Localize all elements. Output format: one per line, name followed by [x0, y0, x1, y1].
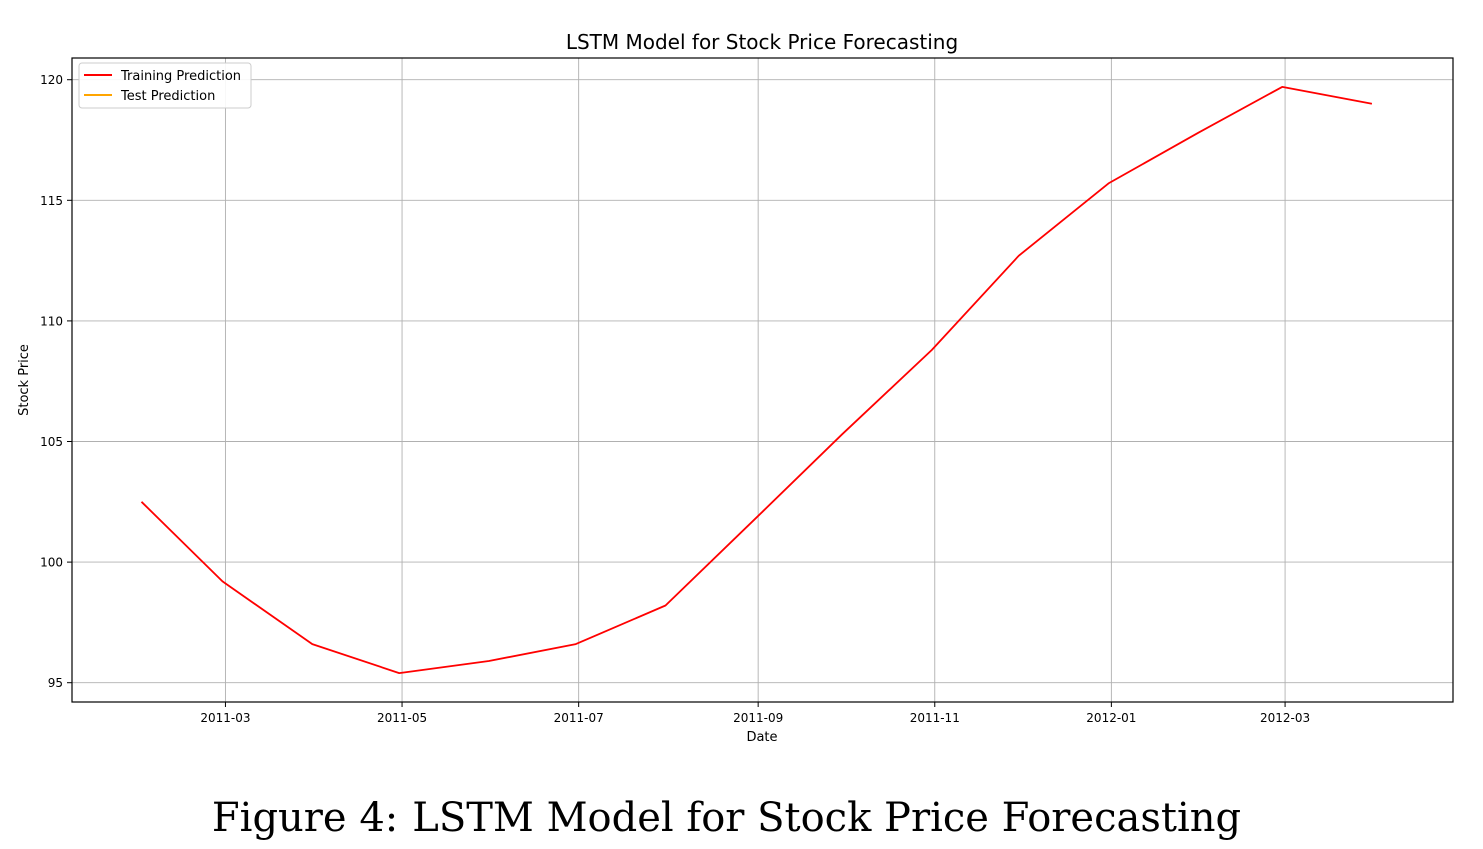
figure-caption: Figure 4: LSTM Model for Stock Price Fore…	[0, 795, 1453, 841]
x-tick-label: 2011-09	[733, 711, 783, 725]
y-tick-label: 120	[40, 73, 63, 87]
grid	[72, 58, 1453, 702]
y-tick-label: 95	[48, 676, 63, 690]
x-tick-label: 2011-03	[200, 711, 250, 725]
series-line-0	[140, 86, 1373, 674]
plot-frame	[71, 57, 1454, 703]
x-tick-label: 2011-05	[377, 711, 427, 725]
x-tick-label: 2011-11	[910, 711, 960, 725]
figure-caption-text: LSTM Model for Stock Price Forecasting	[412, 795, 1242, 841]
x-tick-label: 2012-03	[1260, 711, 1310, 725]
legend: Training Prediction Test Prediction	[78, 62, 252, 109]
y-tick-label: 110	[40, 314, 63, 328]
x-tick-label: 2012-01	[1086, 711, 1136, 725]
series-lines	[140, 86, 1373, 674]
y-tick-label: 105	[40, 435, 63, 449]
ticks: 2011-03 2011-05 2011-07 2011-09 2011-11 2012-…	[40, 73, 1310, 725]
chart: 2011-03 2011-05 2011-07 2011-09 2011-11 2012-…	[17, 30, 1454, 745]
y-axis-label: Stock Price	[17, 344, 32, 416]
x-axis-label: Date	[746, 730, 777, 745]
chart-title: LSTM Model for Stock Price Forecasting	[566, 30, 958, 54]
y-tick-label: 115	[40, 194, 63, 208]
x-tick-label: 2011-07	[554, 711, 604, 725]
plot-area	[72, 58, 1453, 702]
y-tick-label: 100	[40, 556, 63, 570]
figure-caption-label: Figure 4:	[211, 795, 399, 841]
legend-label-training: Training Prediction	[120, 69, 241, 84]
legend-box	[78, 62, 252, 109]
legend-label-test: Test Prediction	[120, 89, 215, 104]
